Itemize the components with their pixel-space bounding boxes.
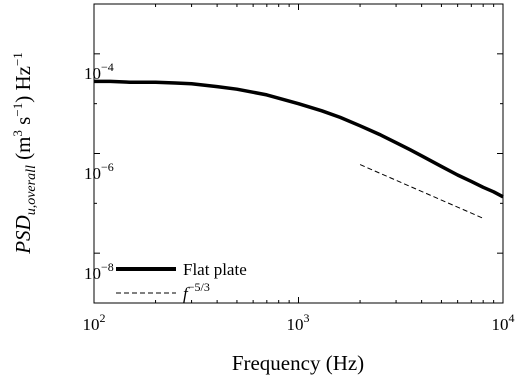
slope-reference-line [359,164,484,219]
legend-label-flat-plate: Flat plate [183,260,247,279]
axis-ticks [93,3,504,304]
legend-label-slope: f−5/3 [183,280,210,303]
data-series [94,79,504,219]
y-tick-label: 10−4 [84,60,114,83]
flat-plate-series-line [94,79,504,199]
x-tick-label: 103 [287,311,310,334]
x-tick-label: 104 [492,311,515,334]
y-tick-label: 10−6 [84,160,114,183]
x-axis-label: Frequency (Hz) [232,351,364,375]
y-tick-label: 10−8 [84,260,114,283]
legend: Flat plate f−5/3 [116,260,247,303]
plot-area-frame [93,3,504,304]
x-tick-label: 102 [83,311,106,334]
y-axis-label: PSDu,overall (m3 s−1) Hz−1 [10,52,39,255]
